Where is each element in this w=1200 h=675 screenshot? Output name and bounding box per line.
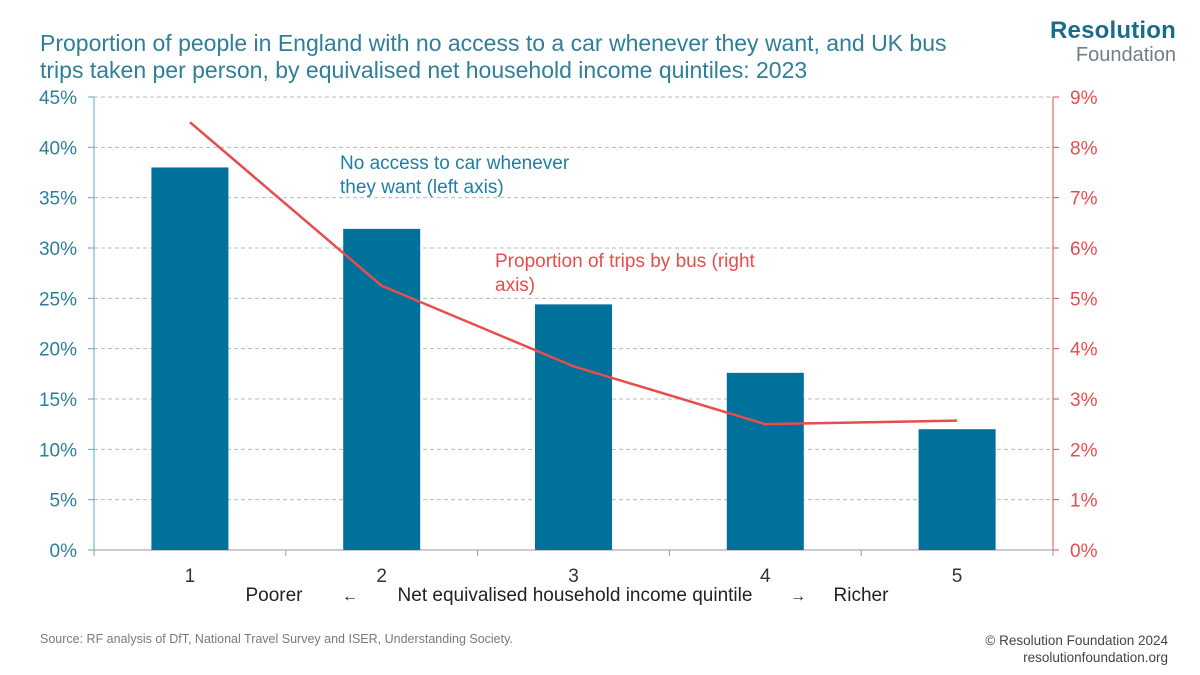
- bar-quintile-3: [535, 304, 612, 550]
- right-axis-tick-label: 3%: [1070, 390, 1098, 411]
- resolution-foundation-logo: Resolution Foundation: [1050, 17, 1176, 67]
- right-axis-tick-label: 4%: [1070, 340, 1098, 361]
- right-axis-tick-label: 6%: [1070, 239, 1098, 260]
- left-axis-tick-label: 20%: [39, 340, 77, 361]
- bar-quintile-2: [343, 228, 421, 550]
- x-axis-tick-label: 1: [185, 566, 196, 587]
- x-axis-tick-label: 3: [568, 566, 579, 587]
- x-label-title: Net equivalised household income quintil…: [398, 585, 753, 606]
- x-axis-tick-label: 4: [760, 566, 771, 587]
- copyright-block: © Resolution Foundation 2024 resolutionf…: [985, 632, 1168, 666]
- right-axis-tick-label: 0%: [1070, 541, 1098, 562]
- right-axis-tick-label: 9%: [1070, 88, 1098, 109]
- annotation-car-access-line-1: No access to car whenever: [340, 153, 570, 174]
- x-label-left-arrow: ←: [342, 588, 358, 605]
- bar-quintile-4: [726, 372, 804, 550]
- logo-main-text: Resolution: [1050, 17, 1176, 44]
- x-label-richer: Richer: [834, 585, 890, 606]
- right-axis-tick-label: 1%: [1070, 491, 1098, 512]
- x-axis-tick-label: 2: [376, 566, 387, 587]
- logo-sub-text: Foundation: [1075, 44, 1176, 66]
- left-axis-tick-label: 5%: [50, 491, 78, 512]
- x-label-poorer: Poorer: [245, 585, 303, 606]
- x-axis-tick-label: 5: [952, 566, 963, 587]
- chart-title: Proportion of people in England with no …: [40, 30, 1030, 84]
- bar-quintile-1: [151, 167, 229, 550]
- left-axis-tick-label: 40%: [39, 138, 77, 159]
- right-axis-tick-label: 7%: [1070, 189, 1098, 210]
- right-axis-tick-label: 2%: [1070, 440, 1098, 461]
- annotation-bus-trips-line-2: axis): [495, 275, 535, 296]
- left-axis-tick-label: 0%: [50, 541, 78, 562]
- source-note: Source: RF analysis of DfT, National Tra…: [40, 632, 513, 646]
- bar-quintile-5: [918, 429, 996, 550]
- left-axis-tick-label: 45%: [39, 88, 77, 109]
- website-text: resolutionfoundation.org: [1023, 650, 1168, 665]
- left-axis-tick-label: 25%: [39, 289, 77, 310]
- annotation-bus-trips-line-1: Proportion of trips by bus (right: [495, 251, 756, 272]
- right-axis-tick-label: 8%: [1070, 138, 1098, 159]
- chart-title-line-2: trips taken per person, by equivalised n…: [40, 57, 808, 83]
- left-axis-tick-label: 15%: [39, 390, 77, 411]
- x-label-right-arrow: →: [790, 588, 806, 605]
- right-axis-tick-label: 5%: [1070, 289, 1098, 310]
- left-axis-tick-label: 35%: [39, 189, 77, 210]
- annotation-car-access-line-2: they want (left axis): [340, 177, 504, 198]
- chart-title-line-1: Proportion of people in England with no …: [40, 30, 947, 56]
- copyright-text: © Resolution Foundation 2024: [985, 633, 1168, 648]
- left-axis-tick-label: 30%: [39, 239, 77, 260]
- left-axis-tick-label: 10%: [39, 440, 77, 461]
